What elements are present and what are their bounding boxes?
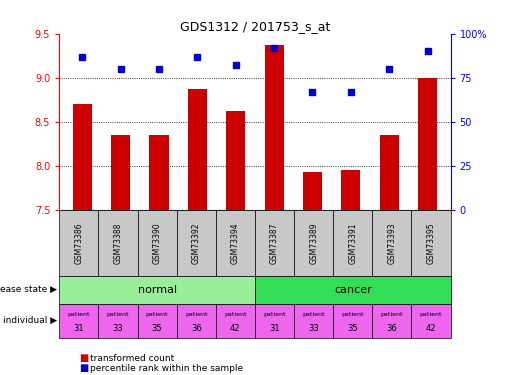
Text: 35: 35 — [152, 324, 162, 333]
Text: percentile rank within the sample: percentile rank within the sample — [90, 364, 243, 373]
Text: ■: ■ — [79, 363, 88, 373]
Text: 42: 42 — [426, 324, 436, 333]
Text: individual ▶: individual ▶ — [3, 316, 57, 325]
Text: patient: patient — [107, 312, 129, 317]
Text: transformed count: transformed count — [90, 354, 175, 363]
Text: ■: ■ — [79, 353, 88, 363]
Bar — [111, 135, 130, 210]
Bar — [188, 89, 207, 210]
Text: patient: patient — [263, 312, 286, 317]
Text: 42: 42 — [230, 324, 241, 333]
Bar — [73, 104, 92, 210]
Text: 35: 35 — [348, 324, 358, 333]
Text: patient: patient — [381, 312, 403, 317]
Bar — [418, 78, 437, 210]
Title: GDS1312 / 201753_s_at: GDS1312 / 201753_s_at — [180, 20, 330, 33]
Text: GSM73393: GSM73393 — [387, 222, 397, 264]
Bar — [226, 111, 245, 210]
Text: disease state ▶: disease state ▶ — [0, 285, 57, 294]
Text: 36: 36 — [387, 324, 397, 333]
Text: 31: 31 — [74, 324, 84, 333]
Text: patient: patient — [224, 312, 247, 317]
Text: GSM73387: GSM73387 — [270, 222, 279, 264]
Text: patient: patient — [67, 312, 90, 317]
Text: GSM73395: GSM73395 — [426, 222, 436, 264]
Bar — [149, 135, 168, 210]
Text: patient: patient — [341, 312, 364, 317]
Text: patient: patient — [302, 312, 325, 317]
Text: GSM73391: GSM73391 — [348, 222, 357, 264]
Bar — [265, 45, 284, 210]
Text: 33: 33 — [113, 324, 123, 333]
Text: GSM73386: GSM73386 — [74, 222, 83, 264]
Text: cancer: cancer — [334, 285, 372, 295]
Text: GSM73394: GSM73394 — [231, 222, 240, 264]
Text: 36: 36 — [191, 324, 201, 333]
Bar — [380, 135, 399, 210]
Text: GSM73389: GSM73389 — [309, 222, 318, 264]
Text: 33: 33 — [308, 324, 319, 333]
Text: patient: patient — [420, 312, 442, 317]
Text: patient: patient — [146, 312, 168, 317]
Text: 31: 31 — [269, 324, 280, 333]
Bar — [341, 170, 360, 210]
Text: patient: patient — [185, 312, 208, 317]
Bar — [303, 172, 322, 210]
Text: GSM73392: GSM73392 — [192, 222, 201, 264]
Text: GSM73390: GSM73390 — [152, 222, 162, 264]
Text: normal: normal — [138, 285, 177, 295]
Text: GSM73388: GSM73388 — [113, 222, 123, 264]
